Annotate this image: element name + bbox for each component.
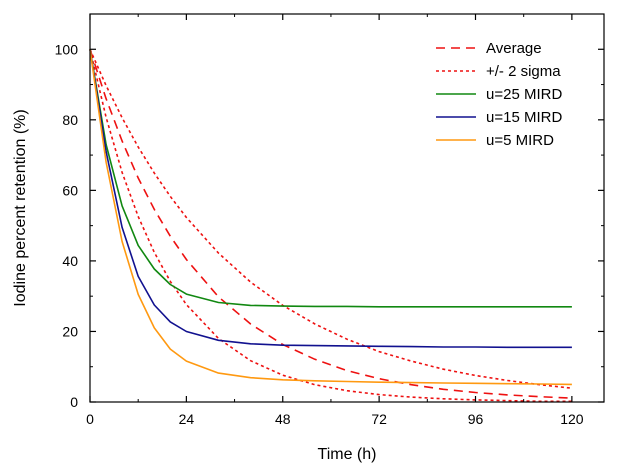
y-tick-label: 80 — [62, 112, 78, 128]
legend-label: +/- 2 sigma — [486, 63, 561, 80]
plot-frame — [89, 13, 605, 403]
series-line-u-25-mird — [89, 49, 572, 308]
axis-ticks: 0 24 48 72 96 120 0 20 40 60 80 100 — [55, 14, 604, 427]
x-tick-label: 96 — [468, 411, 484, 427]
legend-label: u=5 MIRD — [486, 132, 554, 149]
y-tick-label: 20 — [62, 323, 78, 339]
legend-label: Average — [486, 40, 542, 57]
x-tick-label: 0 — [86, 411, 94, 427]
x-tick-label: 72 — [371, 411, 387, 427]
x-axis-label: Time (h) — [318, 446, 377, 463]
x-tick-label: 24 — [179, 411, 195, 427]
x-tick-label: 120 — [560, 411, 584, 427]
legend-label: u=15 MIRD — [486, 109, 562, 126]
x-tick-label: 48 — [275, 411, 291, 427]
series-line-u-15-mird — [89, 49, 572, 349]
legend: Average +/- 2 sigma u=25 MIRD u=15 MIRD u=5 … — [436, 40, 562, 149]
y-tick-label: 40 — [62, 253, 78, 269]
legend-label: u=25 MIRD — [486, 86, 562, 103]
y-tick-label: 0 — [70, 394, 78, 410]
y-tick-label: 100 — [55, 41, 79, 57]
y-tick-label: 60 — [62, 182, 78, 198]
y-axis-label: Iodine percent retention (%) — [12, 109, 29, 306]
series-line-u-5-mird — [89, 49, 572, 386]
